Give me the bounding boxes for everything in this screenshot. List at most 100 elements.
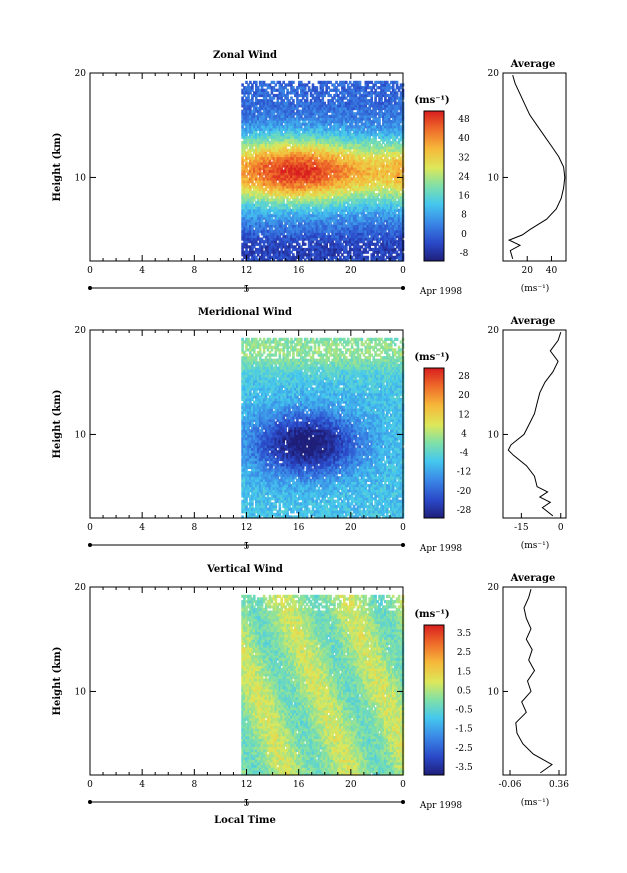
heatmap-cell [345, 91, 348, 95]
heatmap-cell [393, 143, 397, 147]
heatmap-cell [274, 203, 278, 207]
heatmap-cell [294, 198, 297, 202]
heatmap-cell [388, 117, 391, 121]
heatmap-cell [251, 221, 254, 225]
heatmap-cell [288, 161, 291, 165]
heatmap-cell [251, 122, 254, 126]
heatmap-cell [343, 198, 346, 202]
heatmap-cell [301, 159, 305, 163]
heatmap-cell [372, 101, 375, 105]
heatmap-cell [362, 208, 366, 212]
heatmap-cell [290, 203, 293, 207]
heatmap-cell [339, 229, 342, 233]
heatmap-cell [255, 125, 258, 129]
heatmap-cell [335, 133, 338, 137]
heatmap-cell [380, 200, 383, 205]
heatmap-cell [278, 177, 282, 181]
heatmap-cell [256, 101, 260, 105]
heatmap-cell [243, 146, 246, 150]
heatmap-cell [356, 96, 360, 100]
heatmap-cell [339, 91, 342, 95]
heatmap-cell [339, 234, 342, 239]
heatmap-cell [292, 101, 295, 105]
heatmap-cell [305, 169, 309, 173]
heatmap-cell [358, 99, 362, 103]
heatmap-cell [251, 127, 254, 131]
heatmap-cell [272, 203, 276, 207]
heatmap-cell [286, 211, 289, 215]
heatmap-cell [333, 203, 336, 207]
heatmap-cell [335, 214, 338, 218]
heatmap-cell [345, 227, 348, 231]
heatmap-cell [376, 206, 379, 210]
heatmap-cell [343, 80, 346, 84]
heatmap-cell [243, 112, 246, 116]
heatmap-cell [368, 216, 371, 220]
heatmap-cell [301, 240, 305, 244]
heatmap-cell [329, 133, 332, 137]
heatmap-cell [255, 138, 258, 142]
heatmap-cell [251, 114, 254, 118]
heatmap-cell [350, 211, 354, 215]
heatmap-cell [350, 255, 354, 259]
heatmap-cell [245, 135, 248, 139]
heatmap-cell [388, 99, 391, 103]
heatmap-cell [358, 237, 362, 241]
heatmap-cell [307, 234, 311, 239]
heatmap-cell [366, 206, 370, 210]
heatmap-cell [333, 117, 336, 121]
heatmap-cell [341, 237, 344, 241]
heatmap-cell [382, 93, 385, 98]
heatmap-cell [346, 112, 350, 116]
heatmap-cell [294, 187, 297, 192]
heatmap-cell [374, 120, 377, 124]
heatmap-cell [333, 247, 336, 252]
heatmap-cell [303, 247, 307, 252]
heatmap-cell [301, 195, 305, 199]
heatmap-cell [390, 135, 393, 139]
heatmap-cell [284, 172, 287, 176]
heatmap-cell [356, 99, 360, 103]
heatmap-cell [368, 127, 371, 131]
heatmap-cell [321, 161, 325, 165]
heatmap-cell [303, 214, 307, 218]
heatmap-cell [264, 229, 268, 233]
heatmap-cell [350, 93, 354, 98]
heatmap-cell [370, 109, 373, 113]
heatmap-cell [280, 237, 283, 241]
heatmap-cell [301, 169, 305, 173]
heatmap-cell [247, 106, 250, 111]
heatmap-cell [300, 195, 303, 199]
heatmap-cell [296, 161, 299, 165]
heatmap-cell [282, 216, 285, 220]
heatmap-cell [319, 164, 323, 168]
heatmap-cell [331, 240, 334, 244]
heatmap-cell [362, 224, 366, 228]
heatmap-cell [268, 247, 272, 252]
heatmap-cell [319, 242, 323, 246]
heatmap-cell [315, 203, 319, 207]
heatmap-cell [348, 224, 352, 228]
heatmap-cell [270, 122, 274, 126]
heatmap-cell [323, 214, 326, 218]
heatmap-cell [311, 258, 315, 262]
heatmap-cell [266, 216, 270, 220]
heatmap-cell [260, 120, 264, 124]
heatmap-cell [276, 177, 280, 181]
heatmap-cell [270, 156, 274, 160]
heatmap-cell [364, 203, 368, 207]
heatmap-cell [282, 185, 285, 189]
heatmap-cell [253, 216, 256, 220]
heatmap-cell [298, 187, 301, 192]
heatmap-cell [274, 182, 278, 186]
heatmap-cell [321, 96, 325, 100]
heatmap-cell [307, 258, 311, 262]
heatmap-cell [272, 224, 276, 228]
heatmap-cell [364, 177, 368, 181]
heatmap-cell [268, 159, 272, 163]
heatmap-cell [323, 114, 326, 118]
heatmap-cell [315, 232, 319, 236]
heatmap-cell [286, 127, 289, 131]
heatmap-cell [327, 185, 330, 189]
heatmap-cell [366, 250, 370, 254]
